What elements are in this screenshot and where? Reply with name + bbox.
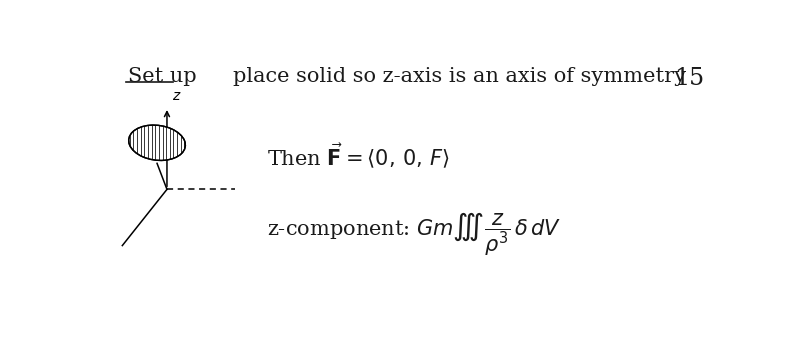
Text: $z$: $z$ <box>172 89 182 103</box>
Text: place solid so z-axis is an axis of symmetry: place solid so z-axis is an axis of symm… <box>234 67 686 87</box>
Text: z-component: $Gm \iiint \dfrac{z}{\rho^3}\, \delta\, dV$: z-component: $Gm \iiint \dfrac{z}{\rho^3… <box>267 211 562 258</box>
Text: Set up: Set up <box>128 67 197 87</box>
Ellipse shape <box>129 125 186 161</box>
Text: Then $\vec{\mathbf{F}} = \langle 0,\, 0,\, F\rangle$: Then $\vec{\mathbf{F}} = \langle 0,\, 0,… <box>267 142 450 171</box>
Text: 15: 15 <box>674 67 705 90</box>
